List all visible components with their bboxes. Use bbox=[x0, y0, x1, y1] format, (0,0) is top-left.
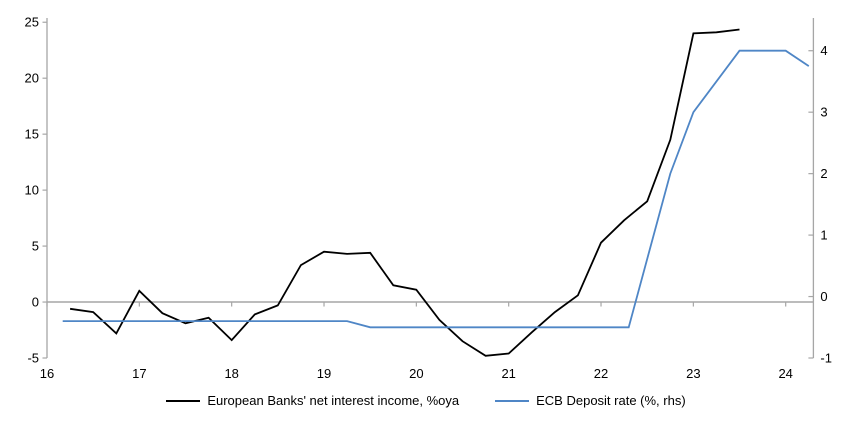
legend-label-ecb-deposit-rate: ECB Deposit rate (%, rhs) bbox=[536, 393, 686, 408]
y-right-tick-label: 3 bbox=[820, 105, 827, 120]
y-right-tick-label: 4 bbox=[820, 43, 827, 58]
legend-line-sample-blue bbox=[495, 399, 530, 402]
y-right-tick-label: 0 bbox=[820, 289, 827, 304]
legend-item-ecb-deposit-rate: ECB Deposit rate (%, rhs) bbox=[495, 393, 686, 408]
x-tick-label: 23 bbox=[686, 366, 700, 381]
x-tick-label: 21 bbox=[501, 366, 515, 381]
chart-legend: European Banks' net interest income, %oy… bbox=[0, 393, 852, 408]
x-tick-label: 20 bbox=[409, 366, 423, 381]
y-left-tick-label: 15 bbox=[25, 127, 39, 142]
y-left-tick-label: 10 bbox=[25, 183, 39, 198]
x-tick-label: 16 bbox=[40, 366, 54, 381]
y-left-tick-label: 25 bbox=[25, 15, 39, 30]
y-left-tick-label: 5 bbox=[32, 239, 39, 254]
y-right-tick-label: 2 bbox=[820, 166, 827, 181]
y-left-tick-label: 20 bbox=[25, 71, 39, 86]
x-tick-label: 17 bbox=[132, 366, 146, 381]
y-right-tick-label: 1 bbox=[820, 228, 827, 243]
series-line-european-banks-nii bbox=[69, 28, 740, 357]
y-left-tick-label: 0 bbox=[32, 295, 39, 310]
y-left-tick-label: -5 bbox=[27, 351, 39, 366]
legend-label-european-banks-nii: European Banks' net interest income, %oy… bbox=[207, 393, 460, 408]
x-tick-label: 19 bbox=[317, 366, 331, 381]
x-tick-label: 24 bbox=[778, 366, 792, 381]
series-line-ecb-deposit-rate bbox=[62, 49, 810, 329]
y-right-tick-label: -1 bbox=[820, 351, 832, 366]
legend-item-european-banks-nii: European Banks' net interest income, %oy… bbox=[166, 393, 459, 408]
legend-line-sample-black bbox=[166, 399, 201, 402]
x-tick-label: 22 bbox=[594, 366, 608, 381]
x-tick-label: 18 bbox=[224, 366, 238, 381]
